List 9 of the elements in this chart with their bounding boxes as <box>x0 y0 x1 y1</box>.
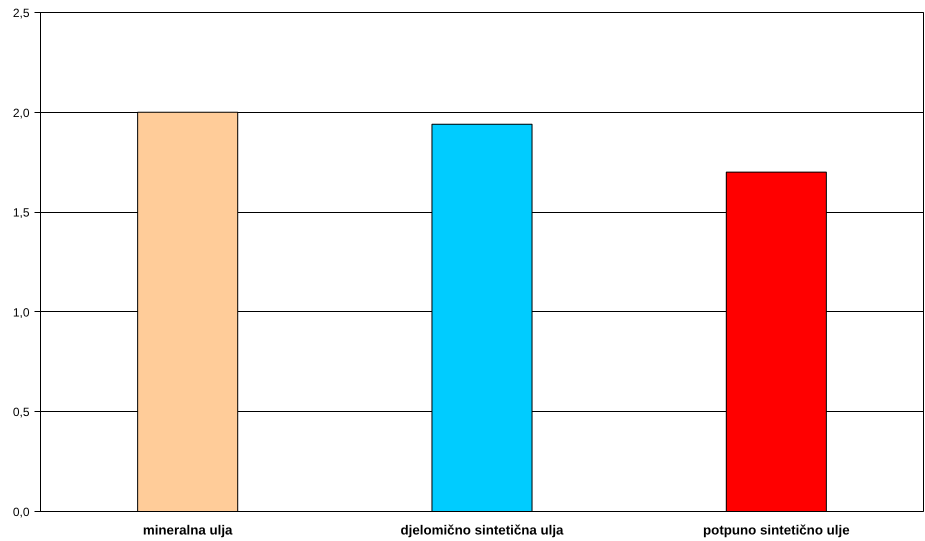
y-tick-label: 0,5 <box>12 405 30 420</box>
x-tick-label: potpuno sintetično ulje <box>703 522 850 538</box>
y-tick-label: 2,5 <box>12 6 30 20</box>
y-tick-label: 1,0 <box>12 305 30 320</box>
x-tick-label: djelomično sintetična ulja <box>400 522 564 538</box>
y-tick-label: 0,0 <box>12 505 30 519</box>
y-tick-label: 1,5 <box>12 206 30 220</box>
x-tick-label: mineralna ulja <box>142 522 234 538</box>
y-tick-label: 2,0 <box>12 106 30 120</box>
